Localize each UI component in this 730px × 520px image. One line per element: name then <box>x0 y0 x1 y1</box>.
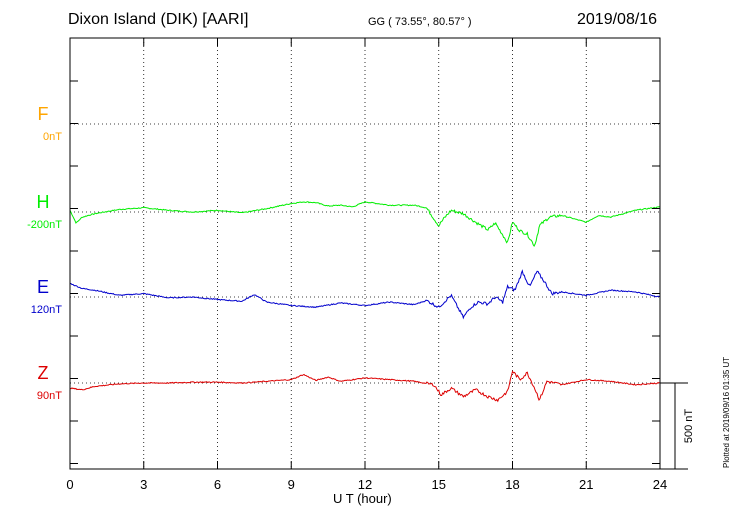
series-line-H <box>69 200 661 247</box>
component-label-H: H <box>37 192 50 212</box>
chart-title: Dixon Island (DIK) [AARI] <box>68 11 249 28</box>
scale-bar-label: 500 nT <box>683 409 695 444</box>
grid-layer <box>70 38 660 469</box>
x-tick-label-0: 0 <box>66 477 73 492</box>
x-tick-label-21: 21 <box>579 477 593 492</box>
series-layer <box>69 200 661 403</box>
series-line-Z <box>69 370 661 403</box>
plotted-timestamp: Plotted at 2019/09/16 01:35 UT <box>722 356 730 468</box>
x-tick-label-24: 24 <box>653 477 667 492</box>
series-line-E <box>69 269 661 320</box>
frame-layer <box>69 37 688 470</box>
x-axis-label: U T (hour) <box>333 491 392 506</box>
baseline-value-F: 0nT <box>43 131 62 143</box>
component-label-Z: Z <box>38 363 49 383</box>
x-tick-label-9: 9 <box>288 477 295 492</box>
baseline-value-Z: 90nT <box>37 390 62 402</box>
geographic-coordinates: GG ( 73.55°, 80.57° ) <box>368 16 472 28</box>
x-tick-label-12: 12 <box>358 477 372 492</box>
x-tick-label-18: 18 <box>505 477 519 492</box>
x-tick-label-15: 15 <box>432 477 446 492</box>
baseline-value-E: 120nT <box>31 304 62 316</box>
baseline-value-H: -200nT <box>27 219 62 231</box>
x-tick-label-6: 6 <box>214 477 221 492</box>
plot-frame <box>69 37 661 470</box>
x-tick-label-3: 3 <box>140 477 147 492</box>
chart-date: 2019/08/16 <box>577 11 658 28</box>
label-layer: 0 3 6 9 12 15 18 21 24 F 0nT H -200nT E 120nT Z 90nT 500 … <box>27 104 695 492</box>
component-label-F: F <box>38 104 49 124</box>
component-label-E: E <box>37 277 49 297</box>
